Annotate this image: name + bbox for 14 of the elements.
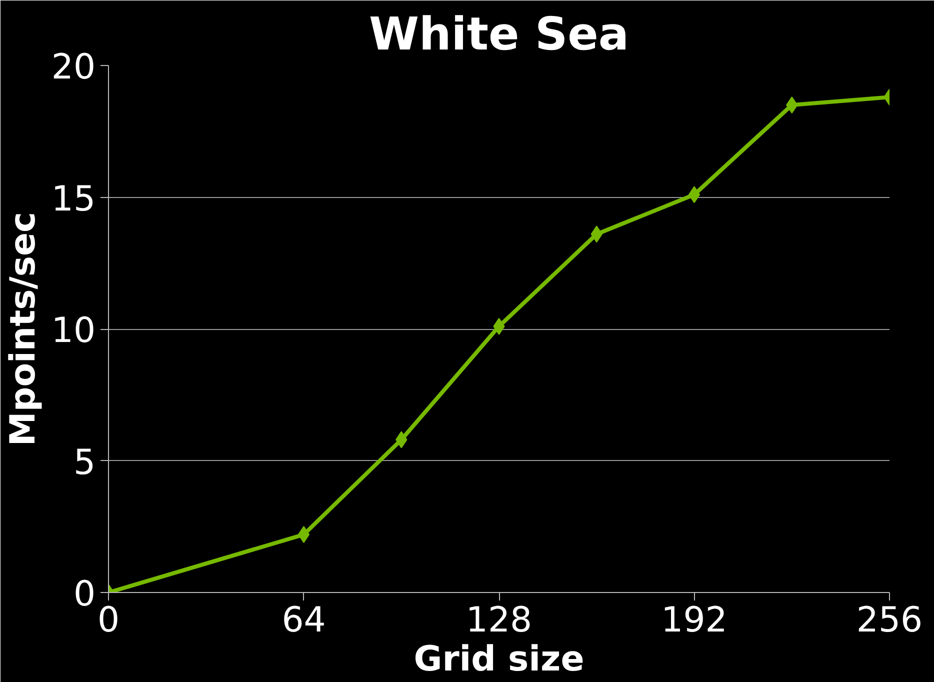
- x-axis-title: Grid size: [414, 640, 584, 680]
- chart-title: White Sea: [369, 8, 629, 60]
- point: [688, 186, 700, 204]
- x-tick-label: 128: [466, 600, 532, 640]
- y-tick-label: 10: [51, 311, 96, 351]
- point: [298, 526, 310, 544]
- y-tick-label: 15: [51, 179, 96, 220]
- y-tick-label: 5: [73, 442, 96, 483]
- y-axis-title: Mpoints/sec: [3, 212, 44, 446]
- y-tick-label: 0: [73, 574, 96, 614]
- x-tick-label: 64: [282, 600, 326, 640]
- y-tick-label: 20: [51, 48, 96, 88]
- x-tick-label: 256: [856, 600, 923, 640]
- x-tick-label: 192: [661, 600, 728, 640]
